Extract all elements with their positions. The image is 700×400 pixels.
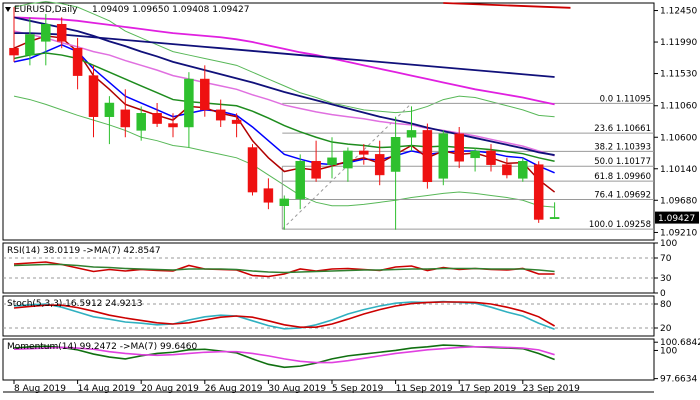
price-axis-label: 1.09210 (660, 228, 697, 238)
candle-body (9, 47, 19, 56)
candle-body (263, 188, 274, 203)
collapse-triangle-icon (5, 7, 11, 12)
candle-body (215, 109, 226, 121)
price-axis-label: 1.10600 (660, 133, 697, 143)
time-axis-label: 23 Sep 2019 (523, 384, 580, 394)
momentum-series-line (13, 346, 555, 364)
price-axis-label: 1.11530 (660, 70, 697, 80)
candle-body (200, 78, 210, 111)
price-axis-label: 1.10140 (660, 165, 697, 175)
stoch-axis-label: 80 (660, 300, 672, 310)
pane-frame-sto (2, 295, 655, 337)
candle-body (72, 47, 83, 76)
candle-body (359, 150, 369, 155)
time-axis-label: 5 Sep 2019 (332, 384, 384, 394)
candle-body (184, 78, 194, 128)
candle-body (41, 23, 51, 42)
moving-average-line (13, 43, 555, 174)
rsi-axis-label: 100 (660, 239, 677, 249)
price-axis-label: 1.09680 (660, 196, 697, 206)
current-price-box (655, 211, 699, 224)
momentum-axis-label: 97.6634 (660, 375, 697, 385)
chart-ohlc-label: 1.09409 1.09650 1.09408 1.09427 (92, 5, 249, 15)
rsi-series-line (13, 263, 555, 274)
rsi-axis-label: 0 (660, 289, 666, 299)
moving-average-line (13, 35, 556, 193)
candle-body (136, 113, 146, 131)
price-axis-label: 1.11060 (660, 102, 697, 112)
fib-level-label: 100.0 1.09258 (589, 220, 651, 230)
chart-symbol-label: EURUSD,Daily (14, 5, 78, 15)
candle-body (120, 109, 131, 128)
envelope-upper-line (13, 1, 555, 118)
candle-body (406, 130, 417, 138)
current-price-label: 1.09427 (658, 214, 695, 224)
time-axis-label: 30 Aug 2019 (268, 384, 326, 394)
momentum-axis-label: 100.6842 (660, 338, 700, 348)
moving-average-line (13, 16, 555, 106)
candle-body (374, 154, 385, 176)
candle-body (486, 150, 496, 165)
envelope-lower-line (13, 95, 555, 208)
price-axis-label: 1.11990 (660, 38, 697, 48)
moving-average-line (13, 30, 555, 157)
fib-level-label: 38.2 1.10393 (594, 142, 651, 152)
time-axis-label: 11 Sep 2019 (396, 384, 453, 394)
candle-body (518, 160, 528, 179)
fib-level-label: 50.0 1.10177 (594, 157, 651, 167)
time-axis-label: 17 Sep 2019 (459, 384, 516, 394)
candle-body (152, 113, 162, 124)
rsi-axis-label: 70 (660, 254, 672, 264)
rsi-axis-label: 30 (660, 274, 672, 284)
moving-average-line (13, 52, 555, 162)
candle-body (422, 130, 433, 183)
candle-body (454, 133, 464, 162)
candle-body (295, 160, 305, 200)
candle-body (247, 147, 258, 193)
candle-body (533, 164, 544, 220)
time-axis-label: 14 Aug 2019 (78, 384, 136, 394)
momentum-series-line (13, 344, 555, 369)
moving-average-line (13, 16, 555, 156)
time-axis-label: 26 Aug 2019 (205, 384, 263, 394)
candle-body (25, 34, 35, 56)
stoch-series-line (13, 301, 556, 329)
moving-average-line (14, 32, 555, 78)
fib-level-label: 23.6 1.10661 (594, 124, 651, 134)
candle-body (88, 75, 99, 117)
fib-level-label: 0.0 1.11095 (600, 94, 651, 104)
pane-frame-main (2, 2, 655, 241)
moving-average-top-line (443, 2, 571, 9)
momentum-axis-label: 100 (660, 346, 677, 356)
stoch-axis-label: 20 (660, 324, 672, 334)
candle-body (502, 164, 512, 176)
candle-body (168, 123, 178, 128)
candle-body (343, 150, 353, 169)
fib-level-label: 76.4 1.09692 (594, 190, 651, 200)
price-axis-label: 1.12450 (660, 7, 697, 17)
candle-body (279, 198, 290, 207)
candle-body (104, 102, 115, 117)
time-axis-label: 8 Aug 2019 (14, 384, 66, 394)
candle-body (327, 157, 337, 165)
pane-frame-mom (2, 338, 655, 381)
momentum-indicator-label: Momentum(14) 99.2472 ->MA(7) 99.6460 (7, 342, 198, 352)
stoch-indicator-label: Stoch(5,3,3) 16.5912 24.9213 (7, 299, 142, 309)
candle-body (56, 23, 67, 42)
candle-body (231, 119, 242, 124)
rsi-indicator-label: RSI(14) 38.0119 ->MA(7) 42.8547 (7, 246, 161, 256)
fib-level-label: 61.8 1.09960 (594, 172, 651, 182)
candle-body (390, 137, 401, 172)
candle-body (470, 150, 480, 159)
candle-body (549, 217, 560, 220)
time-axis-label: 20 Aug 2019 (141, 384, 199, 394)
candle-body (311, 160, 321, 179)
candle-body (438, 133, 449, 179)
pane-frame-rsi (2, 242, 655, 294)
